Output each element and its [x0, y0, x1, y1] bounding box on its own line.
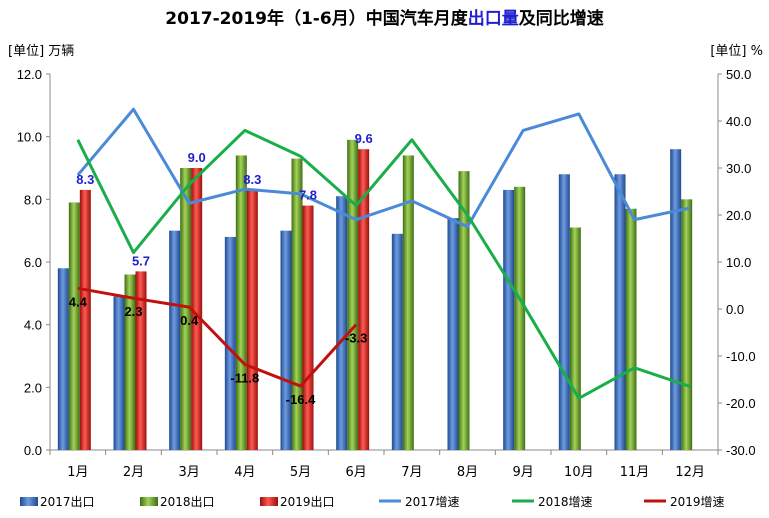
bar-2017出口	[558, 174, 570, 450]
bar-2018出口	[291, 158, 303, 450]
title-part-3: 及同比增速	[518, 9, 604, 29]
bar-2017出口	[113, 296, 125, 450]
right-tick-label: -10.0	[726, 349, 756, 364]
legend-label: 2017增速	[405, 495, 460, 509]
bar-2018出口	[180, 168, 192, 450]
bar-2018出口	[681, 199, 693, 450]
bar-2017出口	[614, 174, 626, 450]
bar-2018出口	[625, 208, 637, 450]
left-tick-label: 8.0	[24, 192, 42, 207]
legend-swatch-bar	[140, 497, 158, 506]
x-tick-label: 1月	[67, 465, 88, 480]
left-tick-label: 10.0	[17, 130, 42, 145]
x-tick-label: 4月	[234, 465, 255, 480]
line-2017增速	[76, 107, 691, 229]
right-tick-label: -30.0	[726, 443, 756, 458]
legend-label: 2019增速	[670, 495, 725, 509]
right-tick-label: 40.0	[726, 114, 751, 129]
legend-label: 2019出口	[280, 495, 335, 509]
bar-2018出口	[124, 274, 136, 450]
bar-2019出口	[302, 205, 314, 450]
bar-2018出口	[458, 171, 470, 450]
line-2019-data-label: -11.8	[230, 370, 259, 385]
bar-2019出口	[358, 149, 370, 450]
bar-2019出口	[135, 271, 147, 450]
chart-title: 2017-2019年（1-6月）中国汽车月度出口量及同比增速	[0, 4, 769, 29]
left-tick-label: 12.0	[17, 67, 42, 82]
bar-2017出口	[391, 233, 403, 450]
right-tick-label: -20.0	[726, 396, 756, 411]
x-tick-label: 11月	[620, 465, 650, 480]
left-tick-label: 6.0	[24, 255, 42, 270]
line-2019-data-label: -3.3	[345, 331, 367, 346]
legend-label: 2018增速	[538, 495, 593, 509]
x-tick-label: 6月	[346, 465, 367, 480]
bar-2019-data-label: 9.0	[188, 150, 206, 165]
right-tick-label: 20.0	[726, 208, 751, 223]
bar-2019出口	[246, 189, 258, 450]
bar-2018出口	[402, 155, 414, 450]
line-2019-data-label: 0.4	[180, 313, 199, 328]
x-tick-label: 12月	[675, 465, 705, 480]
right-tick-label: 50.0	[726, 67, 751, 82]
legend-label: 2017出口	[40, 495, 95, 509]
legend-swatch-bar	[260, 497, 278, 506]
bar-2017出口	[503, 189, 515, 450]
legend-label: 2018出口	[160, 495, 215, 509]
right-tick-label: 0.0	[726, 302, 744, 317]
right-axis-unit: [单位] %	[710, 44, 763, 59]
right-tick-label: 10.0	[726, 255, 751, 270]
x-tick-label: 3月	[179, 465, 200, 480]
left-axis-unit: [单位] 万辆	[8, 44, 75, 59]
bar-2018出口	[569, 227, 581, 450]
bar-2019-data-label: 8.3	[243, 172, 261, 187]
x-tick-label: 8月	[457, 465, 478, 480]
left-tick-label: 0.0	[24, 443, 42, 458]
bar-2018出口	[514, 186, 526, 451]
left-tick-label: 4.0	[24, 318, 42, 333]
bar-2019-data-label: 7.8	[299, 188, 317, 203]
bar-2019-data-label: 5.7	[132, 253, 150, 268]
left-tick-label: 2.0	[24, 380, 42, 395]
right-tick-label: 30.0	[726, 161, 751, 176]
x-tick-label: 2月	[123, 465, 144, 480]
bar-2017出口	[336, 196, 348, 450]
bar-2017出口	[224, 236, 236, 450]
x-tick-label: 5月	[290, 465, 311, 480]
bar-2017出口	[57, 268, 69, 450]
bar-2017出口	[447, 218, 459, 450]
bar-2019-data-label: 9.6	[355, 131, 373, 146]
line-2019-data-label: -16.4	[286, 392, 316, 407]
bar-2019出口	[79, 189, 91, 450]
bar-2017出口	[280, 230, 292, 450]
bar-2017出口	[169, 230, 181, 450]
title-highlight: 出口量	[467, 9, 519, 29]
bar-2017出口	[670, 149, 682, 450]
x-tick-label: 7月	[401, 465, 422, 480]
title-part-1: 2017-2019年（1-6月）中国汽车月度	[165, 9, 468, 29]
x-tick-label: 10月	[564, 465, 594, 480]
line-2019增速	[77, 286, 358, 388]
bar-2019-data-label: 8.3	[76, 172, 94, 187]
line-2019-data-label: 4.4	[69, 294, 88, 309]
line-2018增速	[76, 128, 691, 400]
bar-2018出口	[68, 202, 80, 450]
bar-2018出口	[347, 139, 359, 451]
legend-swatch-bar	[20, 497, 38, 506]
line-2019-data-label: 2.3	[124, 304, 142, 319]
bar-2019出口	[191, 168, 203, 450]
x-tick-label: 9月	[513, 465, 534, 480]
bar-2018出口	[235, 155, 247, 450]
